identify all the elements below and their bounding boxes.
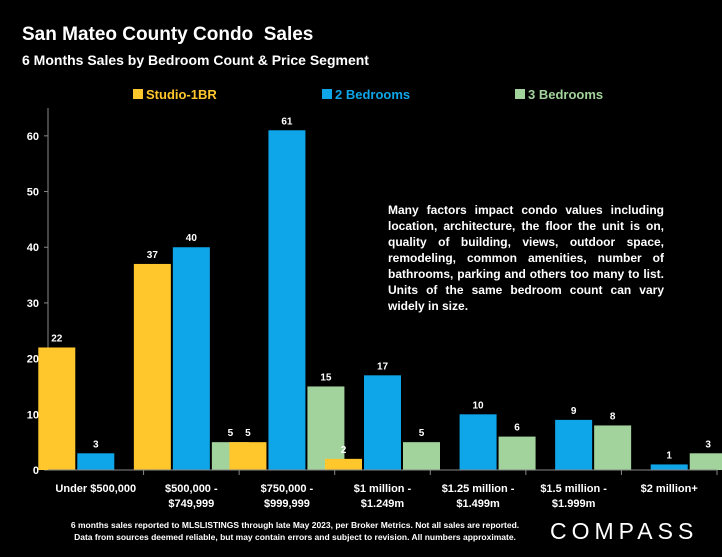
data-label: 5 xyxy=(245,428,251,439)
data-label: 5 xyxy=(228,428,234,439)
x-tick-label: $999,999 xyxy=(264,498,310,510)
y-tick-label: 60 xyxy=(27,131,39,143)
x-tick-label: $2 million+ xyxy=(641,483,698,495)
legend-swatch xyxy=(133,89,143,99)
data-label: 3 xyxy=(705,439,711,450)
x-tick-label: $1.499m xyxy=(456,498,500,510)
bar-2-bedrooms xyxy=(268,130,306,470)
data-label: 22 xyxy=(51,333,63,344)
y-tick-label: 0 xyxy=(33,465,39,477)
x-tick-label: $749,999 xyxy=(168,498,214,510)
data-label: 17 xyxy=(377,361,389,372)
legend-label: 2 Bedrooms xyxy=(335,87,410,102)
data-label: 9 xyxy=(571,406,577,417)
data-label: 37 xyxy=(147,250,159,261)
footnote-line: 6 months sales reported to MLSLISTINGS t… xyxy=(70,520,520,530)
data-label: 6 xyxy=(514,423,520,434)
legend-swatch xyxy=(515,89,525,99)
y-tick-label: 40 xyxy=(27,242,39,254)
data-label: 5 xyxy=(419,428,425,439)
data-label: 15 xyxy=(320,372,332,383)
x-tick-label: $1.249m xyxy=(361,498,405,510)
bar-2-bedrooms xyxy=(555,419,593,470)
bar-2-bedrooms xyxy=(459,414,497,470)
legend-label: 3 Bedrooms xyxy=(528,87,603,102)
bar-studio-1br xyxy=(325,458,362,470)
bar-studio-1br xyxy=(229,442,267,470)
data-label: 10 xyxy=(473,400,485,411)
chart-legend: Studio-1BR 2 Bedrooms 3 Bedrooms xyxy=(133,87,603,102)
y-tick-label: 30 xyxy=(27,298,39,310)
x-tick-label: $1.25 million - xyxy=(442,483,515,495)
footnote-line: Data from sources deemed reliable, but m… xyxy=(74,532,516,542)
data-label: 40 xyxy=(186,233,198,244)
compass-logo: COMPASS xyxy=(550,518,699,544)
y-tick-label: 50 xyxy=(27,187,39,199)
bar-3-bedrooms xyxy=(689,453,722,470)
y-axis: 0 10 20 30 40 50 60 xyxy=(27,108,49,477)
bar-3-bedrooms xyxy=(403,442,440,470)
data-label: 1 xyxy=(666,450,672,461)
x-tick-label: $1.5 million - xyxy=(540,483,607,495)
chart-subtitle: 6 Months Sales by Bedroom Count & Price … xyxy=(22,52,369,68)
data-label: 2 xyxy=(341,445,347,456)
x-tick-label: $750,000 - xyxy=(261,483,314,495)
data-label: 8 xyxy=(610,411,616,422)
y-tick-label: 10 xyxy=(27,409,39,421)
bar-2-bedrooms xyxy=(364,375,401,470)
bar-3-bedrooms xyxy=(307,386,345,470)
bar-studio-1br xyxy=(133,263,171,470)
bar-2-bedrooms xyxy=(172,247,210,470)
x-tick-label: $1.999m xyxy=(552,498,596,510)
bar-3-bedrooms xyxy=(498,436,536,470)
bar-2-bedrooms xyxy=(77,453,115,470)
data-label: 61 xyxy=(281,116,293,127)
x-tick-label: $1 million - xyxy=(354,483,412,495)
chart-annotation: Many factors impact condo values includi… xyxy=(388,203,664,313)
x-tick-label: Under $500,000 xyxy=(55,483,136,495)
bar-3-bedrooms xyxy=(594,425,632,470)
chart-title: San Mateo County Condo Sales xyxy=(22,24,314,45)
footnote: 6 months sales reported to MLSLISTINGS t… xyxy=(0,519,590,543)
bar-2-bedrooms xyxy=(650,464,688,470)
legend-label: Studio-1BR xyxy=(146,87,217,102)
y-tick-label: 20 xyxy=(27,354,39,366)
bar-studio-1br xyxy=(38,347,76,470)
legend-swatch xyxy=(322,89,332,99)
x-axis: Under $500,000 $500,000 - $749,999 $750,000… xyxy=(48,469,718,510)
x-tick-label: $500,000 - xyxy=(165,483,218,495)
data-label: 3 xyxy=(93,439,99,450)
